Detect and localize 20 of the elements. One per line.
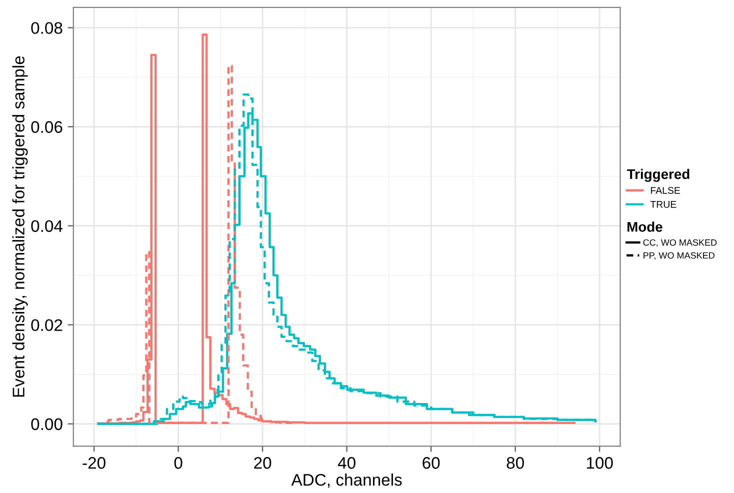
x-axis-title: ADC, channels: [291, 474, 402, 488]
x-tick-label: 80: [506, 457, 524, 469]
y-tick-label: 0.04: [31, 220, 62, 232]
x-tick-label: 20: [254, 457, 272, 469]
y-tick-label: 0.02: [31, 319, 62, 332]
text: Mode: [628, 222, 662, 232]
legend-label: FALSE: [650, 187, 680, 194]
y-tick-label: 0.06: [31, 121, 62, 133]
x-tick-label: 60: [422, 457, 440, 469]
text: Triggered: [627, 168, 690, 182]
x-tick-label: -20: [82, 457, 106, 469]
x-tick-label: 100: [586, 457, 613, 469]
y-tick-label: 0.00: [31, 418, 62, 430]
y-tick-label: 0.08: [31, 22, 62, 34]
text: PP, WO MASKED: [644, 252, 714, 260]
legend-label: TRUE: [650, 201, 676, 208]
text: CC, WO MASKED: [643, 239, 717, 247]
y-axis-title: Event density, normalized for triggered sample: [12, 56, 28, 397]
x-tick-label: 0: [174, 457, 182, 469]
x-tick-label: 40: [338, 457, 356, 469]
